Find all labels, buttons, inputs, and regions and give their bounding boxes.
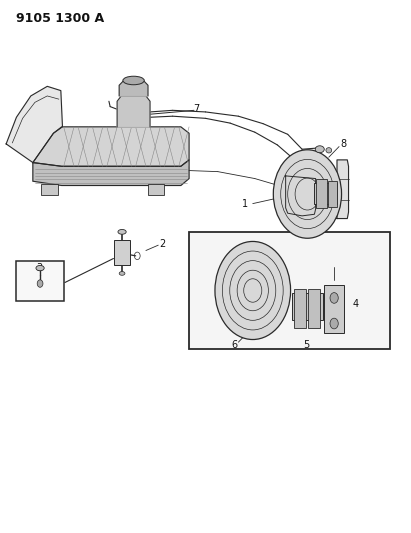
Text: 9105 1300 A: 9105 1300 A (16, 12, 104, 25)
Text: 6: 6 (231, 341, 237, 350)
Ellipse shape (123, 76, 144, 85)
Text: 1: 1 (242, 199, 247, 208)
Bar (328, 181, 337, 207)
Text: 2: 2 (159, 239, 166, 248)
Circle shape (330, 293, 338, 303)
Bar (324, 285, 344, 333)
Bar (314, 183, 337, 204)
Ellipse shape (36, 265, 44, 271)
Ellipse shape (315, 146, 324, 152)
Text: 5: 5 (303, 341, 309, 350)
Circle shape (37, 280, 43, 287)
Polygon shape (117, 96, 150, 127)
Polygon shape (286, 176, 316, 216)
Bar (16, 261, 64, 301)
Ellipse shape (326, 148, 332, 153)
Text: 3: 3 (37, 263, 43, 272)
Polygon shape (33, 127, 189, 166)
Bar (114, 240, 130, 265)
Polygon shape (119, 81, 148, 96)
Bar (148, 184, 164, 195)
Text: 4: 4 (353, 299, 358, 309)
Ellipse shape (215, 241, 291, 340)
Polygon shape (6, 86, 62, 163)
Bar (41, 184, 58, 195)
Text: 6: 6 (295, 224, 301, 234)
Text: 7: 7 (193, 104, 200, 114)
Ellipse shape (118, 229, 126, 235)
Bar (316, 179, 327, 208)
Bar (308, 289, 320, 328)
Ellipse shape (119, 272, 125, 276)
Bar (294, 289, 306, 328)
Polygon shape (337, 160, 349, 219)
Polygon shape (33, 160, 189, 185)
Ellipse shape (273, 150, 342, 238)
Circle shape (330, 318, 338, 329)
Bar (189, 232, 390, 349)
Bar (292, 293, 323, 320)
Text: 8: 8 (340, 139, 346, 149)
